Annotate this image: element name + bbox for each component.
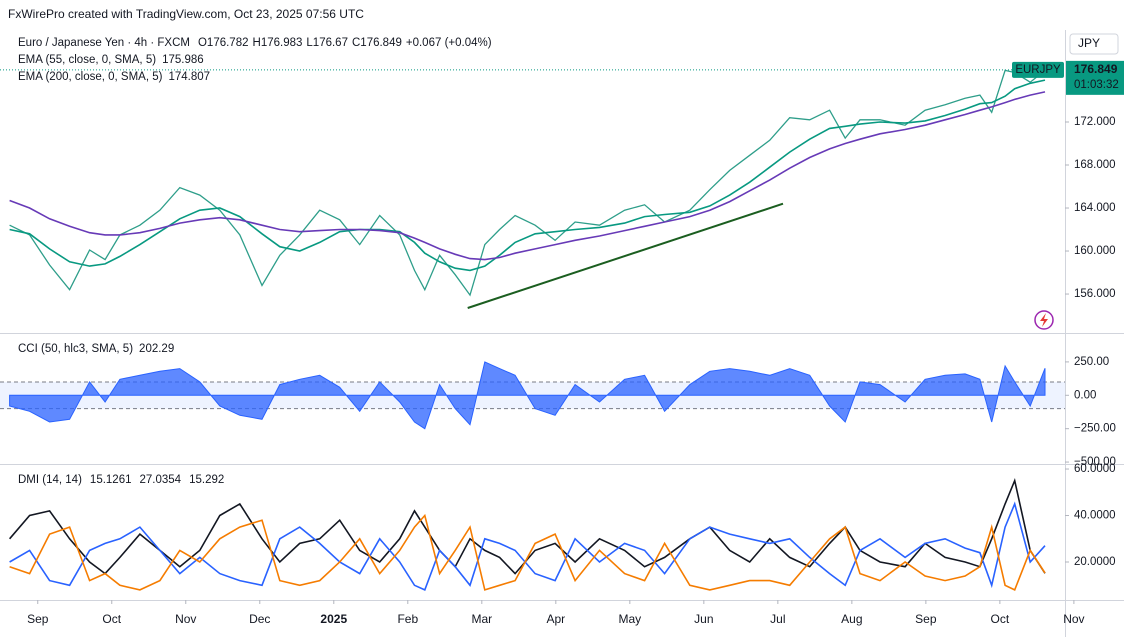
legend-value: 202.29 [139,343,174,355]
ohlc-key: C [352,37,360,49]
y-tick-label: 60.0000 [1074,463,1116,475]
symbol-tag: EURJPY [1015,64,1061,76]
legend-value: 174.807 [168,71,210,83]
x-tick-label: Aug [841,612,862,626]
alert-icon[interactable] [1034,310,1054,330]
x-tick-label: Nov [175,612,196,626]
y-tick-label: 168.000 [1074,159,1116,171]
ohlc-key: H [253,37,261,49]
currency-button[interactable] [1069,33,1119,55]
x-tick-label: Dec [249,612,270,626]
x-tick-label: Jul [770,612,785,626]
cci-area [9,361,1046,430]
legend-name: EMA (55, close, 0, SMA, 5) [18,54,156,66]
ohlc-value: 176.67 [313,37,348,49]
legend-name: EMA (200, close, 0, SMA, 5) [18,71,163,83]
y-tick-label: 160.000 [1074,245,1116,257]
ohlc-key: O [198,37,207,49]
y-tick-label: 0.00 [1074,389,1096,401]
x-tick-label: 2025 [320,612,347,626]
legend-name: CCI (50, hlc3, SMA, 5) [18,343,133,355]
ohlc-value: 176.849 [360,37,402,49]
currency-label[interactable]: JPY [1078,36,1100,50]
legend-name: DMI (14, 14) [18,474,82,486]
alert-bolt [1040,313,1048,327]
symbol-title: Euro / Japanese Yen · 4h · FXCM [18,37,190,49]
series-group [8,477,1046,591]
y-tick-label: −250.00 [1074,423,1116,435]
series-group [0,361,1065,430]
legend-value: 27.0354 [140,474,182,486]
y-tick-label: 156.000 [1074,288,1116,300]
x-tick-label: May [618,612,641,626]
watermark-header: FxWirePro created with TradingView.com, … [8,7,364,21]
series-line [9,79,1046,272]
ohlc-value: 176.782 [207,37,249,49]
y-tick-label: −500.00 [1074,456,1116,468]
y-tick-label: 250.00 [1074,356,1109,368]
series-line [9,501,1046,591]
series-line [8,477,1046,575]
y-tick-label: 164.000 [1074,202,1116,214]
y-tick-label: 20.0000 [1074,556,1116,568]
countdown: 01:03:32 [1074,79,1119,91]
x-tick-label: Nov [1063,612,1084,626]
trendline [467,202,784,309]
symbol-tag-bg [1012,61,1064,78]
x-tick-label: Apr [546,612,565,626]
last-price-label: 176.849 [1074,62,1118,76]
y-tick-label: 172.000 [1074,116,1116,128]
ohlc-value: 176.983 [261,37,303,49]
legend-value: 175.986 [162,54,204,66]
change: +0.067 (+0.04%) [406,37,492,49]
series-line [9,91,1046,261]
y-tick-label: 40.0000 [1074,510,1116,522]
ohlc-key: L [306,37,313,49]
x-tick-label: Mar [471,612,492,626]
x-tick-label: Oct [102,612,121,626]
x-tick-label: Jun [694,612,713,626]
x-tick-label: Sep [27,612,49,626]
x-tick-label: Oct [991,612,1010,626]
last-price-box [1066,60,1124,95]
legend-value: 15.1261 [90,474,132,486]
series-group [9,69,1046,297]
x-tick-label: Feb [397,612,418,626]
series-line [9,513,1046,591]
legend-value: 15.292 [189,474,224,486]
x-tick-label: Sep [915,612,937,626]
